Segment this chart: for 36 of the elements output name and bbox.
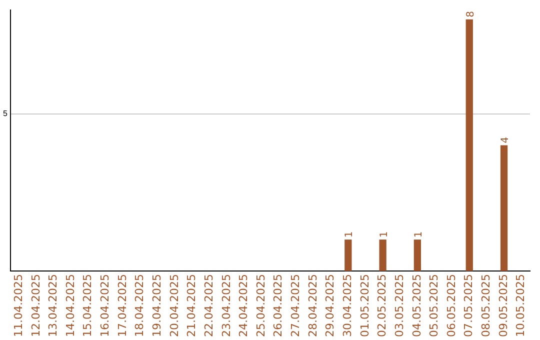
- x-tick-label: 16.04.2025: [98, 274, 112, 338]
- x-tick-label: 08.05.2025: [480, 274, 493, 338]
- x-tick-label: 23.04.2025: [220, 274, 233, 338]
- x-tick-label: 03.05.2025: [392, 274, 406, 338]
- x-tick-label: 13.04.2025: [46, 274, 60, 338]
- x-tick-label: 20.04.2025: [168, 274, 181, 338]
- x-tick-label: 10.05.2025: [514, 274, 528, 338]
- x-tick-label: 27.04.2025: [289, 274, 302, 338]
- x-tick-label: 25.04.2025: [254, 274, 268, 338]
- x-tick-label: 26.04.2025: [272, 274, 285, 338]
- x-tick-label: 21.04.2025: [185, 274, 198, 338]
- x-tick-label: 22.04.2025: [202, 274, 216, 338]
- x-tick-label: 12.04.2025: [29, 274, 42, 338]
- x-tick-label: 19.04.2025: [150, 274, 164, 338]
- x-tick-label: 14.04.2025: [64, 274, 77, 338]
- x-tick-label: 24.04.2025: [237, 274, 250, 338]
- x-tick-label: 06.05.2025: [444, 274, 458, 338]
- x-tick-label: 30.04.2025: [341, 274, 354, 338]
- y-tick-label: 5: [2, 108, 8, 118]
- data-label: 1: [344, 231, 356, 238]
- x-tick-label: 17.04.2025: [116, 274, 129, 338]
- x-tick-label: 04.05.2025: [410, 274, 424, 338]
- data-label: 1: [378, 231, 390, 238]
- x-tick-label: 28.04.2025: [306, 274, 320, 338]
- x-tick-label: 01.05.2025: [358, 274, 372, 338]
- x-tick-label: 07.05.2025: [462, 274, 476, 338]
- x-tick-label: 09.05.2025: [496, 274, 510, 338]
- x-tick-label: 18.04.2025: [133, 274, 146, 338]
- x-tick-label: 02.05.2025: [376, 274, 389, 338]
- data-label: 8: [465, 11, 476, 18]
- data-label: 1: [413, 231, 424, 238]
- x-tick-label: 29.04.2025: [324, 274, 337, 338]
- data-label: 4: [500, 136, 512, 144]
- x-tick-label: 11.04.2025: [12, 274, 25, 338]
- x-tick-label: 05.05.2025: [428, 274, 441, 338]
- x-tick-label: 15.04.2025: [81, 274, 94, 338]
